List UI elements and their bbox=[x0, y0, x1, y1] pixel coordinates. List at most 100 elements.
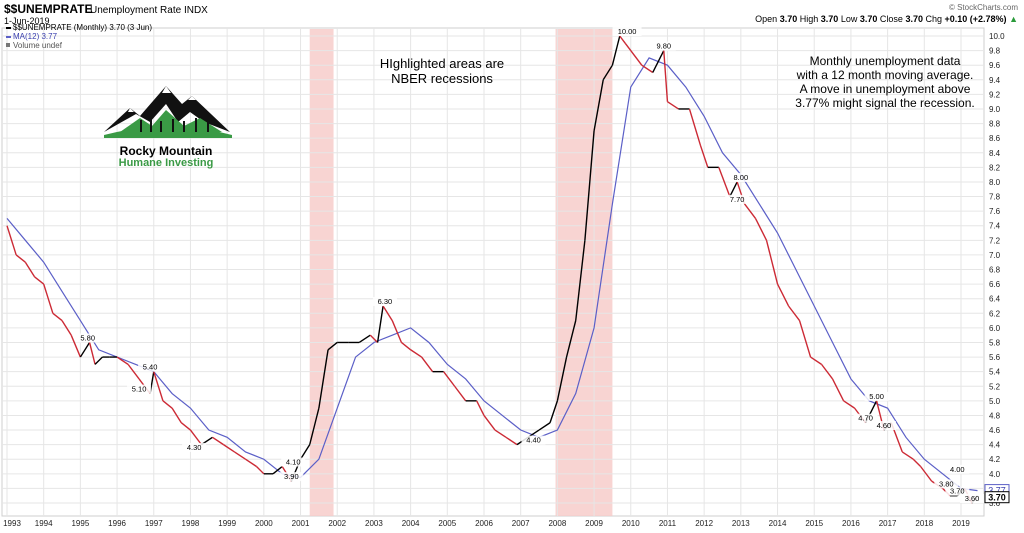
y-tick-label: 9.8 bbox=[989, 47, 1001, 56]
data-label: 4.60 bbox=[871, 421, 896, 431]
data-label: 4.30 bbox=[182, 442, 207, 452]
price-segment bbox=[843, 400, 855, 409]
y-tick-label: 5.0 bbox=[989, 397, 1001, 406]
data-label-text: 9.80 bbox=[656, 42, 671, 51]
price-segment bbox=[43, 283, 54, 314]
symbol-text: $$UNEMPRATE bbox=[4, 2, 92, 16]
price-last-value-box bbox=[984, 491, 1010, 504]
x-tick-label: 2014 bbox=[769, 519, 787, 528]
y-tick-label: 5.8 bbox=[989, 338, 1001, 347]
commentary-line4: 3.77% might signal the recession. bbox=[795, 96, 974, 110]
price-segment bbox=[272, 465, 283, 475]
price-segment bbox=[421, 356, 434, 373]
price-segment bbox=[641, 64, 654, 74]
price-segment bbox=[443, 371, 456, 387]
price-segment bbox=[743, 203, 757, 219]
price-segment bbox=[256, 466, 265, 475]
price-segment bbox=[401, 341, 412, 351]
data-label-text: 5.00 bbox=[869, 392, 884, 401]
ma-last-value: 3.77 bbox=[988, 486, 1006, 496]
y-tick-label: 7.8 bbox=[989, 193, 1001, 202]
x-tick-label: 2009 bbox=[585, 519, 603, 528]
price-segment bbox=[127, 363, 140, 380]
price-segment bbox=[584, 130, 595, 241]
x-tick-label: 2016 bbox=[842, 519, 860, 528]
price-segment bbox=[575, 240, 586, 321]
price-segment bbox=[619, 35, 626, 44]
logo-line1: Rocky Mountain bbox=[120, 144, 213, 158]
price-segment bbox=[24, 261, 36, 278]
x-tick-label: 1999 bbox=[218, 519, 236, 528]
data-label: 3.60 bbox=[959, 494, 984, 503]
y-tick-label: 7.4 bbox=[989, 222, 1001, 231]
y-tick-label: 4.6 bbox=[989, 426, 1001, 435]
price-segment bbox=[391, 320, 403, 343]
data-label: 3.70 bbox=[945, 486, 970, 496]
y-tick-label: 8.6 bbox=[989, 134, 1001, 143]
y-tick-label: 5.2 bbox=[989, 382, 1001, 391]
price-segment bbox=[234, 451, 246, 460]
data-label-text: 4.60 bbox=[877, 421, 892, 430]
price-segment bbox=[831, 378, 845, 402]
y-tick-label: 8.0 bbox=[989, 178, 1001, 187]
y-tick-label: 6.6 bbox=[989, 280, 1001, 289]
price-segment bbox=[245, 458, 257, 468]
x-tick-label: 1996 bbox=[108, 519, 126, 528]
y-tick-label: 8.2 bbox=[989, 163, 1001, 172]
x-tick-label: 2002 bbox=[328, 519, 346, 528]
price-segment bbox=[212, 436, 224, 446]
y-tick-label: 9.6 bbox=[989, 61, 1001, 70]
x-tick-label: 2006 bbox=[475, 519, 493, 528]
data-label-text: 4.40 bbox=[526, 436, 541, 445]
data-label-bg bbox=[372, 296, 397, 306]
price-segment bbox=[787, 305, 801, 321]
data-label-bg bbox=[728, 172, 753, 182]
price-segment bbox=[667, 101, 679, 110]
x-tick-label: 2005 bbox=[438, 519, 456, 528]
x-tick-label: 2012 bbox=[695, 519, 713, 528]
price-segment bbox=[820, 363, 834, 380]
price-segment bbox=[34, 276, 45, 285]
x-tick-label: 2010 bbox=[622, 519, 640, 528]
price-segment bbox=[162, 400, 173, 409]
y-tick-label: 4.0 bbox=[989, 470, 1001, 479]
data-label-bg bbox=[521, 435, 546, 445]
data-label: 10.00 bbox=[612, 27, 642, 36]
recession-bands bbox=[309, 29, 613, 516]
price-segment bbox=[180, 422, 191, 431]
commentary-line1: Monthly unemployment data bbox=[810, 54, 961, 68]
watermark-text: © StockCharts.com bbox=[949, 3, 1018, 12]
data-label-bg bbox=[138, 362, 163, 372]
data-label-text: 3.80 bbox=[939, 479, 954, 488]
price-segment bbox=[382, 305, 393, 321]
legend-swatch-ma bbox=[6, 36, 11, 38]
data-label: 3.80 bbox=[934, 479, 959, 489]
data-label: 8.00 bbox=[728, 172, 753, 182]
legend: $$UNEMPRATE (Monthly) 3.70 (3 Jun) MA(12… bbox=[6, 23, 152, 50]
price-segment bbox=[483, 415, 496, 431]
y-tick-label: 6.0 bbox=[989, 324, 1001, 333]
y-tick-label: 9.2 bbox=[989, 90, 1001, 99]
data-label-text: 10.00 bbox=[618, 27, 637, 36]
grid-lines bbox=[2, 28, 984, 516]
data-label-text: 3.60 bbox=[965, 494, 980, 503]
price-segment bbox=[116, 356, 129, 365]
date-text: 1-Jun-2019 bbox=[4, 16, 50, 26]
price-segment bbox=[476, 400, 485, 416]
y-tick-label: 4.2 bbox=[989, 455, 1001, 464]
logo: Rocky Mountain Humane Investing bbox=[104, 86, 232, 169]
commentary-line3: A move in unemployment above bbox=[800, 82, 971, 96]
price-segment bbox=[652, 50, 665, 73]
data-label: 4.40 bbox=[521, 435, 546, 445]
price-segment bbox=[189, 429, 203, 446]
logo-line2: Humane Investing bbox=[119, 157, 214, 169]
recession-note-line2: NBER recessions bbox=[391, 71, 493, 86]
series-ma12-line bbox=[6, 57, 978, 492]
legend-swatch-volume bbox=[6, 43, 10, 47]
y-tick-label: 3.6 bbox=[989, 499, 1001, 508]
data-label-bg bbox=[281, 457, 306, 467]
data-label-text: 5.40 bbox=[143, 363, 158, 372]
y-tick-label: 5.4 bbox=[989, 368, 1001, 377]
data-label-text: 4.30 bbox=[187, 443, 202, 452]
